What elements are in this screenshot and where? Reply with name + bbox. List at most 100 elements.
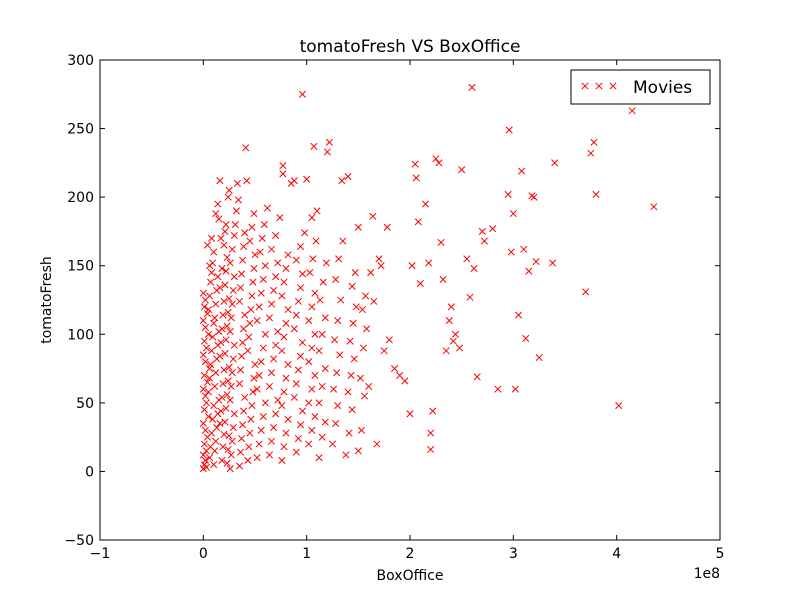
data-point	[367, 269, 375, 277]
data-point	[298, 338, 307, 347]
data-point	[377, 262, 385, 270]
data-point	[216, 419, 224, 427]
data-point	[470, 264, 478, 273]
y-axis-label: tomatoFresh	[39, 256, 55, 344]
data-point	[207, 278, 215, 286]
data-point	[429, 407, 437, 415]
data-point	[334, 317, 342, 325]
data-point	[263, 204, 271, 212]
data-point	[408, 262, 416, 270]
y-tick-label: 0	[85, 464, 94, 480]
data-point	[385, 336, 393, 344]
data-point	[318, 382, 326, 390]
data-point	[551, 159, 559, 167]
data-point	[432, 155, 440, 163]
legend-marker	[581, 82, 589, 90]
data-point	[200, 371, 208, 379]
data-point	[219, 311, 227, 319]
data-point	[243, 177, 251, 185]
data-point	[315, 454, 323, 462]
data-point	[290, 177, 298, 185]
data-point	[221, 227, 229, 235]
data-point	[346, 337, 354, 345]
data-point	[215, 215, 223, 223]
data-point	[311, 330, 319, 338]
data-point	[590, 138, 598, 146]
data-point	[305, 440, 313, 448]
data-point	[311, 371, 319, 379]
data-point	[199, 385, 207, 393]
data-point	[247, 415, 255, 423]
data-point	[199, 317, 207, 325]
data-point	[200, 406, 208, 414]
data-point	[238, 434, 246, 443]
data-point	[272, 273, 280, 281]
data-point	[232, 207, 240, 215]
data-point	[322, 259, 330, 267]
data-point	[218, 393, 226, 401]
data-point	[267, 437, 276, 445]
data-point	[328, 440, 337, 448]
data-point	[359, 344, 368, 352]
data-point	[219, 443, 227, 451]
data-point	[244, 456, 252, 465]
data-point	[258, 234, 266, 242]
data-point	[205, 292, 214, 300]
data-point	[201, 456, 209, 465]
data-point	[525, 267, 533, 275]
x-tick-label: 4	[612, 546, 621, 562]
data-point	[298, 90, 307, 98]
data-point	[270, 423, 278, 432]
data-point	[313, 207, 321, 215]
data-point	[246, 429, 254, 437]
data-point	[272, 410, 280, 418]
data-point	[311, 413, 319, 421]
data-point	[274, 396, 282, 404]
data-point	[296, 421, 305, 429]
data-point	[250, 264, 258, 273]
data-point	[276, 214, 284, 222]
data-point	[348, 282, 356, 290]
data-point	[309, 255, 317, 263]
data-point	[292, 380, 300, 388]
data-point	[223, 391, 231, 399]
x-tick-label: 3	[509, 546, 518, 562]
data-point	[225, 432, 233, 440]
data-point	[259, 275, 267, 283]
data-point	[284, 415, 292, 423]
data-point	[230, 341, 238, 349]
data-point	[421, 200, 430, 208]
data-point	[365, 382, 373, 390]
data-point	[530, 193, 538, 201]
data-point	[321, 314, 329, 322]
data-point	[373, 440, 381, 448]
data-point	[250, 210, 258, 218]
data-point	[279, 162, 287, 170]
data-point	[284, 360, 292, 369]
data-point	[592, 190, 600, 198]
data-point	[199, 351, 207, 359]
data-point	[241, 229, 249, 237]
data-point	[582, 288, 590, 296]
y-axis-ticks: −50 0 50 100 150 200 250 300	[64, 53, 720, 549]
y-tick-label: 50	[76, 396, 94, 412]
data-point	[220, 297, 228, 305]
data-point	[247, 306, 255, 314]
data-point	[628, 107, 636, 115]
data-point	[278, 456, 286, 465]
data-point	[228, 437, 236, 445]
data-point	[245, 443, 253, 451]
data-point	[229, 286, 237, 294]
data-point	[199, 289, 207, 297]
data-point	[228, 369, 236, 377]
data-point	[255, 371, 263, 379]
data-point	[260, 221, 268, 229]
data-point	[246, 319, 254, 327]
data-point	[339, 237, 347, 245]
data-point	[294, 434, 302, 443]
data-point	[375, 255, 383, 263]
data-point	[218, 456, 226, 465]
data-point	[207, 360, 215, 369]
data-point	[278, 402, 286, 410]
